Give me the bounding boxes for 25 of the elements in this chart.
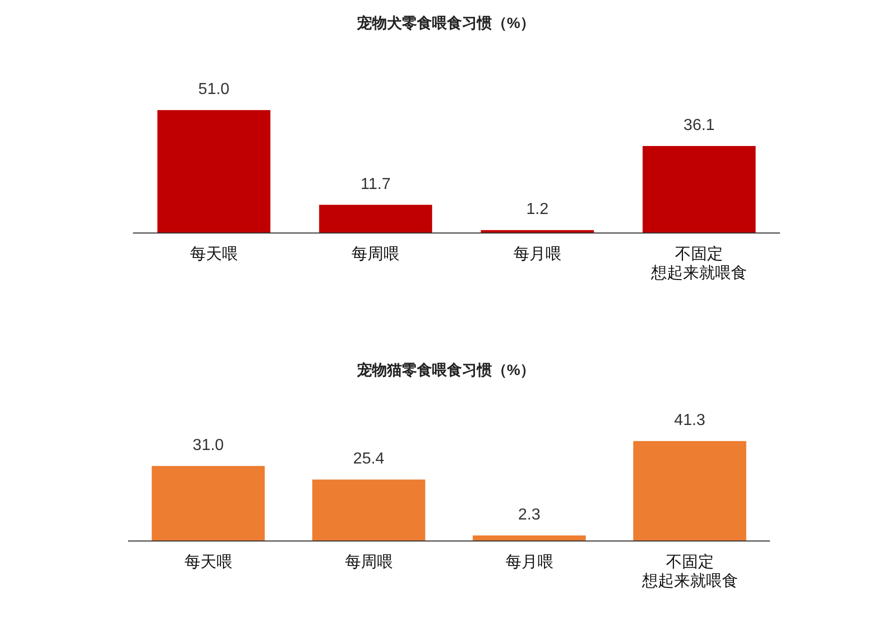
data-label: 31.0 [192, 436, 224, 454]
x-tick-label: 每月喂 [513, 246, 562, 263]
bar [152, 466, 265, 541]
data-label: 25.4 [353, 450, 384, 468]
bar [472, 535, 586, 541]
data-label: 1.2 [526, 201, 549, 218]
bar [157, 110, 270, 233]
data-label: 51.0 [198, 81, 230, 98]
data-label: 2.3 [518, 506, 540, 524]
x-tick-label: 每天喂 [184, 554, 232, 571]
data-label: 11.7 [360, 176, 391, 193]
x-tick-label: 每天喂 [190, 246, 238, 263]
chart-title: 宠物犬零食喂食习惯（%） [356, 14, 536, 32]
x-tick-label: 不固定想起来就喂食 [640, 553, 738, 590]
bar [312, 480, 426, 541]
data-label: 36.1 [684, 117, 715, 134]
x-tick-label: 每周喂 [352, 246, 400, 263]
data-label: 41.3 [674, 412, 706, 430]
chart-title: 宠物猫零食喂食习惯（%） [356, 361, 536, 379]
bar [319, 204, 432, 233]
x-tick-label: 每周喂 [344, 554, 393, 571]
bar [642, 146, 756, 233]
bar [633, 441, 746, 541]
x-tick-label: 每月喂 [505, 554, 554, 571]
x-tick-label: 不固定想起来就喂食 [650, 245, 748, 282]
